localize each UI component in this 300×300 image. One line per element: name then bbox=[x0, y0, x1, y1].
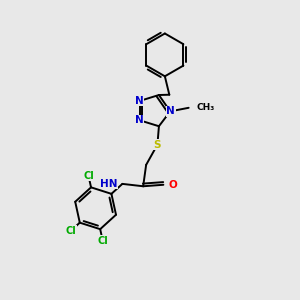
Text: Cl: Cl bbox=[97, 236, 108, 246]
Text: N: N bbox=[135, 96, 144, 106]
Text: O: O bbox=[169, 180, 178, 190]
Text: N: N bbox=[135, 115, 144, 125]
Text: S: S bbox=[154, 140, 161, 150]
Text: CH₃: CH₃ bbox=[197, 103, 215, 112]
Text: N: N bbox=[167, 106, 175, 116]
Text: Cl: Cl bbox=[66, 226, 76, 236]
Text: HN: HN bbox=[100, 179, 118, 189]
Text: Cl: Cl bbox=[83, 171, 94, 181]
